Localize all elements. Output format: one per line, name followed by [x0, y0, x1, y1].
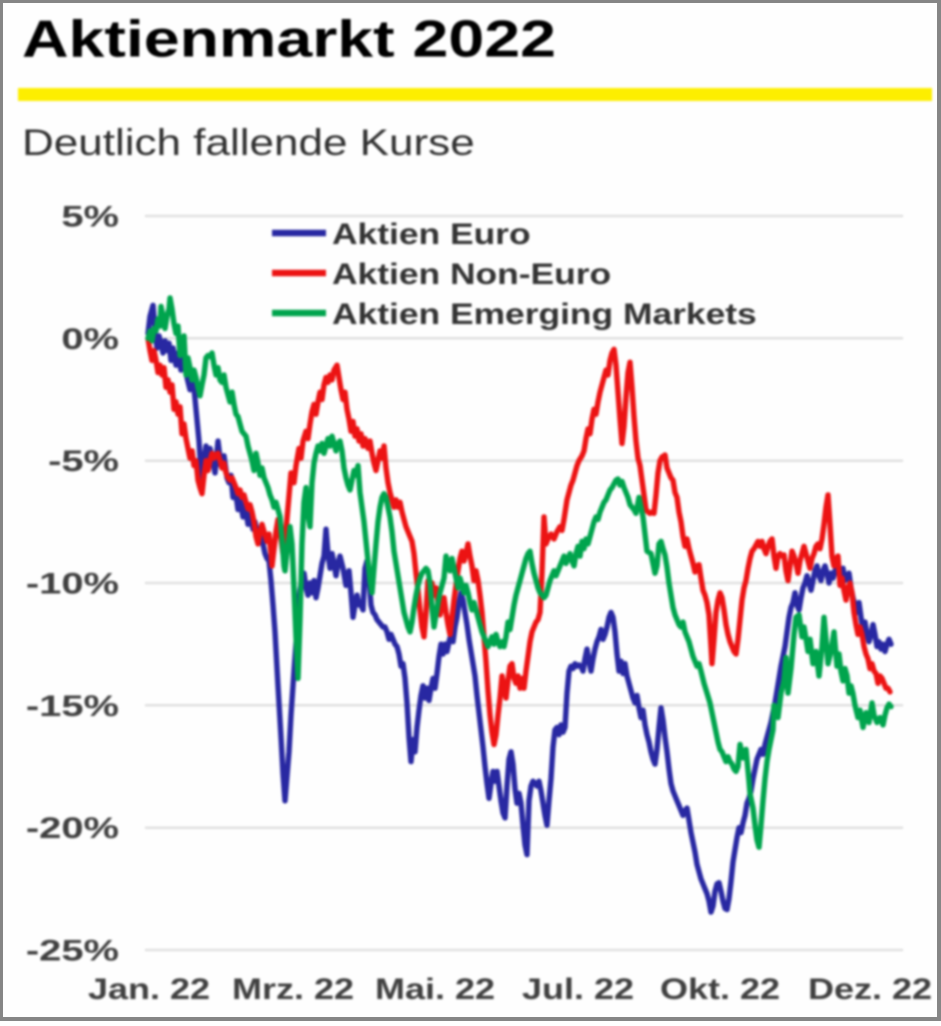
svg-text:Aktien Non-Euro: Aktien Non-Euro [332, 257, 611, 291]
svg-text:-20%: -20% [26, 812, 119, 845]
svg-text:Jan. 22: Jan. 22 [88, 973, 210, 1006]
svg-text:Deutlich fallende Kurse: Deutlich fallende Kurse [22, 121, 475, 163]
svg-text:Mai. 22: Mai. 22 [375, 973, 495, 1006]
svg-text:-15%: -15% [26, 689, 119, 722]
svg-text:0%: 0% [61, 322, 119, 355]
svg-text:-25%: -25% [26, 934, 119, 967]
svg-text:Aktien Euro: Aktien Euro [332, 217, 531, 251]
svg-text:Aktienmarkt 2022: Aktienmarkt 2022 [22, 10, 556, 68]
svg-text:5%: 5% [61, 200, 119, 233]
svg-text:Dez. 22: Dez. 22 [808, 973, 932, 1006]
svg-text:Mrz. 22: Mrz. 22 [232, 973, 354, 1006]
svg-text:Aktien Emerging Markets: Aktien Emerging Markets [332, 297, 757, 331]
svg-text:-10%: -10% [26, 567, 119, 600]
svg-text:-5%: -5% [48, 445, 119, 478]
svg-text:Okt. 22: Okt. 22 [660, 973, 780, 1006]
svg-text:Jul. 22: Jul. 22 [522, 973, 634, 1006]
